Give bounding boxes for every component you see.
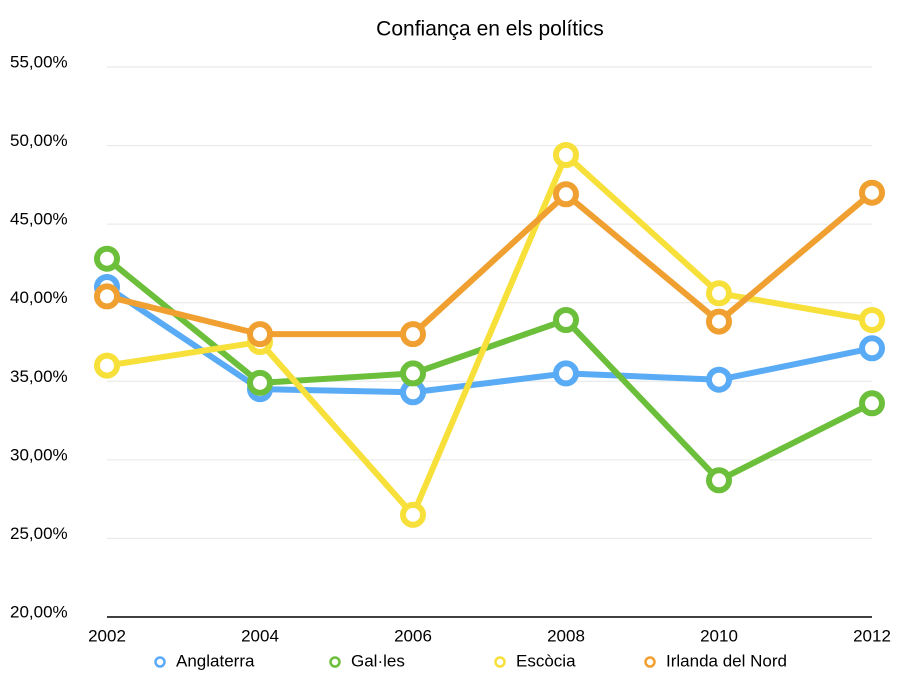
data-point — [400, 360, 426, 387]
legend-marker — [494, 656, 506, 668]
legend-label: Escòcia — [516, 651, 576, 670]
legend-label: Gal·les — [351, 651, 405, 670]
y-tick-label: 40,00% — [10, 288, 68, 307]
legend-label: Anglaterra — [176, 651, 255, 670]
data-point — [94, 352, 120, 379]
x-tick-label: 2008 — [547, 626, 585, 645]
data-point — [400, 501, 426, 528]
legend-marker — [644, 656, 656, 668]
series-line — [105, 256, 874, 484]
x-tick-label: 2012 — [853, 626, 891, 645]
data-point — [706, 467, 732, 494]
legend-marker — [154, 656, 166, 668]
data-point — [859, 335, 885, 362]
y-tick-label: 35,00% — [10, 367, 68, 386]
x-tick-label: 2002 — [88, 626, 126, 645]
data-point — [859, 390, 885, 417]
y-tick-label: 25,00% — [10, 524, 68, 543]
y-tick-label: 20,00% — [10, 602, 68, 621]
series-line — [105, 284, 873, 396]
data-point — [247, 369, 273, 396]
x-tick-label: 2006 — [394, 626, 432, 645]
data-point — [94, 283, 120, 310]
y-tick-label: 45,00% — [10, 210, 68, 229]
data-point — [553, 142, 579, 168]
data-point — [706, 280, 732, 307]
data-point — [247, 321, 273, 348]
y-tick-label: 55,00% — [10, 52, 68, 71]
data-point — [706, 366, 732, 393]
data-point — [553, 360, 579, 387]
data-point — [400, 321, 426, 348]
data-point — [94, 245, 120, 272]
y-tick-label: 30,00% — [10, 445, 68, 464]
data-point — [859, 179, 885, 206]
x-tick-label: 2010 — [700, 626, 738, 645]
data-point — [553, 307, 579, 333]
data-point — [553, 181, 579, 208]
series-line — [106, 190, 874, 338]
data-point — [859, 307, 885, 333]
legend-label: Irlanda del Nord — [666, 651, 787, 670]
chart-title: Confiança en els polítics — [376, 18, 604, 41]
data-point — [706, 308, 732, 335]
x-tick-label: 2004 — [241, 626, 279, 645]
y-tick-label: 50,00% — [10, 131, 68, 150]
legend-marker — [329, 656, 341, 668]
